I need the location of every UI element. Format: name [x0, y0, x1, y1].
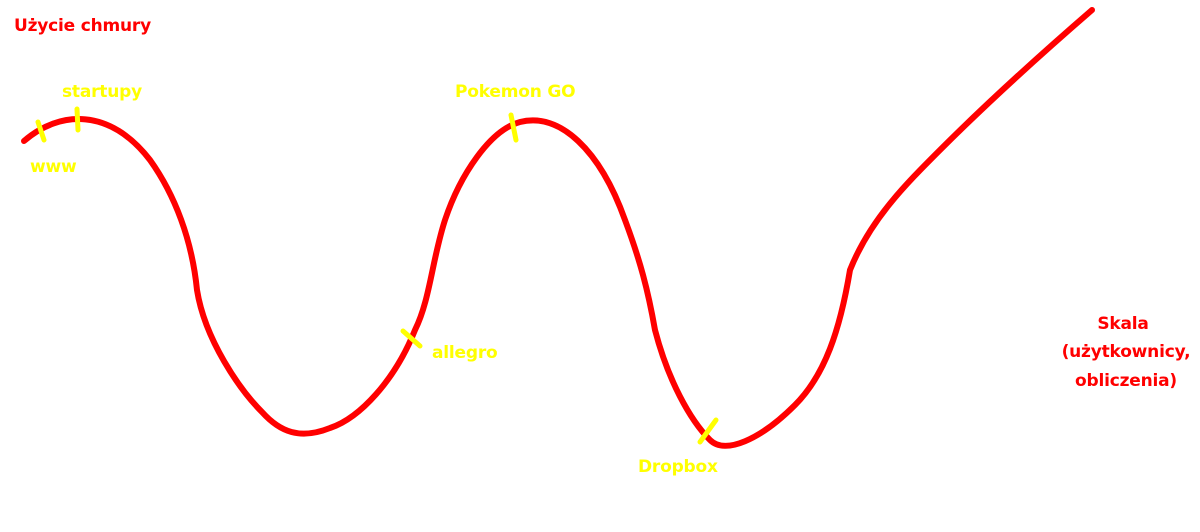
milestone-label-pokemon-go: Pokemon GO	[455, 82, 575, 102]
marker-pokemon-go	[508, 112, 519, 143]
milestone-label-dropbox: Dropbox	[638, 457, 718, 477]
marker-www	[35, 119, 47, 143]
cloud-usage-curve	[21, 7, 1095, 449]
x-axis-label-line-2: (użytkownicy,	[1062, 342, 1191, 362]
milestone-label-www: www	[30, 157, 77, 177]
x-axis-label-line-3: obliczenia)	[1075, 371, 1177, 391]
marker-dropbox	[697, 417, 719, 445]
milestone-label-allegro: allegro	[432, 343, 498, 363]
marker-allegro	[400, 328, 423, 349]
milestone-label-startupy: startupy	[62, 82, 142, 102]
y-axis-label: Użycie chmury	[14, 16, 151, 36]
marker-startupy	[74, 106, 81, 133]
x-axis-label-line-1: Skala	[1097, 314, 1148, 334]
